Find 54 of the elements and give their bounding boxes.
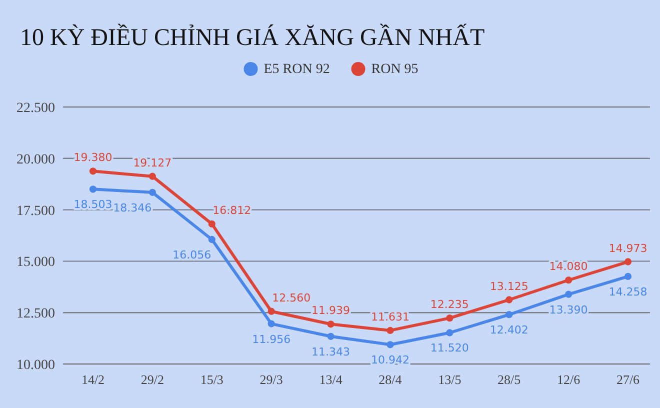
data-label: 12.560 bbox=[272, 291, 311, 304]
point bbox=[148, 188, 156, 196]
data-label: 14.258 bbox=[608, 285, 648, 298]
point bbox=[327, 320, 334, 328]
point bbox=[446, 329, 454, 336]
data-label: 16.056 bbox=[172, 248, 212, 262]
point bbox=[506, 296, 513, 304]
point bbox=[208, 236, 216, 244]
data-label: 11.343 bbox=[312, 345, 350, 358]
x-tick-label: 12/6 bbox=[556, 372, 581, 387]
x-tick-label: 13/5 bbox=[438, 372, 462, 387]
data-label: 14.973 bbox=[608, 242, 648, 255]
legend-label: RON 95 bbox=[371, 62, 418, 77]
point bbox=[268, 320, 275, 328]
data-label: 13.125 bbox=[490, 280, 528, 293]
data-label: 11.520 bbox=[430, 342, 469, 355]
point bbox=[564, 276, 572, 284]
x-tick-label: 15/3 bbox=[200, 372, 224, 387]
point bbox=[386, 326, 394, 334]
x-tick-label: 29/3 bbox=[260, 372, 283, 387]
x-tick-label: 14/2 bbox=[81, 372, 105, 387]
legend-label: E5 RON 92 bbox=[264, 62, 330, 77]
point bbox=[89, 186, 97, 193]
point bbox=[148, 172, 156, 180]
data-label: 12.402 bbox=[490, 324, 528, 337]
x-tick-label: 29/2 bbox=[140, 372, 164, 387]
y-tick-label: 10.000 bbox=[16, 358, 55, 373]
point bbox=[208, 220, 216, 228]
y-tick-label: 20.000 bbox=[16, 152, 55, 168]
point bbox=[446, 314, 454, 322]
y-tick-label: 22.500 bbox=[16, 101, 55, 116]
data-label: 18.503 bbox=[74, 198, 112, 212]
point bbox=[506, 311, 513, 318]
y-tick-label: 15.000 bbox=[16, 255, 55, 270]
data-label: 19.127 bbox=[133, 156, 172, 170]
x-tick-label: 28/5 bbox=[498, 372, 521, 387]
point bbox=[386, 341, 394, 348]
point bbox=[624, 272, 632, 280]
x-tick-label: 27/6 bbox=[616, 372, 640, 387]
x-tick-label: 28/4 bbox=[378, 372, 402, 387]
data-label: 14.080 bbox=[549, 260, 588, 274]
chart-title: 10 KỲ ĐIỀU CHỈNH GIÁ XĂNG GẦN NHẤT bbox=[20, 23, 485, 51]
y-tick-label: 17.500 bbox=[16, 204, 55, 219]
point bbox=[327, 332, 334, 340]
point bbox=[89, 168, 97, 175]
point bbox=[268, 308, 275, 315]
x-tick-label: 13/4 bbox=[319, 372, 343, 387]
data-label: 10.942 bbox=[370, 354, 410, 367]
data-label: 12.235 bbox=[430, 298, 469, 312]
point bbox=[624, 258, 632, 266]
data-label: 11.631 bbox=[370, 310, 410, 324]
y-tick-label: 12.500 bbox=[16, 306, 55, 322]
data-label: 11.956 bbox=[252, 332, 291, 346]
point bbox=[564, 290, 572, 298]
